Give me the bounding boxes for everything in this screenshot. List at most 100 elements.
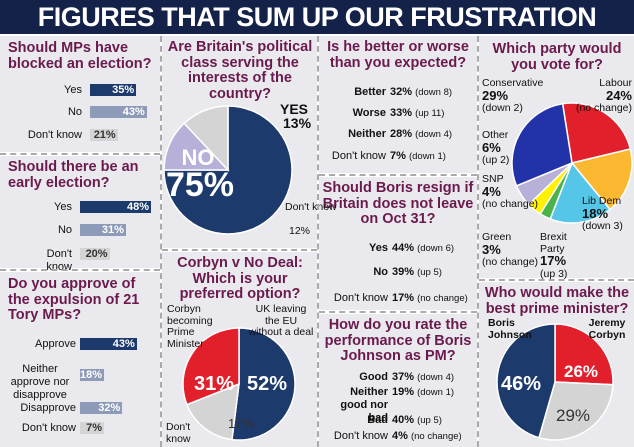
q-corbyn-title: Corbyn v No Deal: Which is your preferre… — [177, 255, 303, 302]
row-value: 40% (up 5) — [392, 414, 442, 426]
bar: 31% — [80, 224, 126, 236]
pie-slice — [538, 381, 614, 441]
bar: 18% — [80, 369, 104, 381]
party-snp-label: SNP 4% (no change) — [482, 173, 539, 210]
divider — [0, 153, 160, 155]
bar-label: No — [67, 106, 82, 118]
bar: 43% — [90, 106, 147, 118]
bar-label: Disapprove — [20, 402, 76, 414]
political-dk-label: Don't know — [285, 201, 337, 213]
row-value: 37% (down 4) — [392, 371, 455, 383]
bar: 20% — [80, 248, 110, 260]
divider — [319, 311, 477, 313]
q-early-title: Should there be an early election? — [8, 159, 139, 191]
party-other-label: Other 6% (up 2) — [482, 129, 510, 166]
pie-value-label: 75% — [166, 166, 234, 204]
pm-boris-label: Boris Johnson — [488, 317, 532, 341]
pie-slice — [549, 161, 612, 224]
pie-slice — [561, 102, 632, 164]
panel-resign — [319, 177, 477, 310]
pie-slice — [554, 323, 614, 386]
row-value: 44% (down 6) — [392, 242, 455, 254]
pm-corbyn-label: Jeremy Corbyn — [588, 317, 626, 341]
row-value: 17% (no change) — [392, 292, 468, 304]
bar-label: Yes — [64, 84, 82, 96]
row-label: Good — [359, 371, 388, 383]
row-label: Don't know — [333, 292, 388, 304]
row-label: Don't know — [333, 430, 388, 442]
row-label: Don't know — [331, 150, 386, 162]
row-value: 28% (down 4) — [390, 128, 453, 140]
bar: 7% — [80, 422, 104, 434]
political-dk-value: 12% — [289, 225, 311, 237]
row-label: Neither good nor bad — [340, 386, 388, 424]
bar-label: Neither approve nor disapprove — [10, 363, 70, 401]
divider — [317, 36, 319, 447]
q-better-title: Is he better or worse than you expected? — [327, 39, 469, 71]
pie-value-label: 46% — [501, 373, 541, 395]
pie-slice — [231, 327, 296, 441]
party-lab-label: Labour 24% (no change) — [575, 77, 632, 114]
row-value: 39% (up 5) — [392, 266, 442, 278]
row-label: No — [373, 266, 388, 278]
party-brexit-label: Brexit Party 17% (up 3) — [540, 231, 568, 280]
pie-slice — [183, 105, 229, 172]
divider — [479, 279, 634, 281]
pie-slice — [185, 382, 240, 441]
q-party-title: Which party would you vote for? — [492, 41, 622, 73]
q-performance-title: How do you rate the performance of Boris… — [324, 317, 472, 364]
divider — [0, 269, 160, 271]
row-label: Bad — [367, 414, 388, 426]
nodeal-option-label: UK leaving the EU without a deal — [248, 303, 314, 338]
bar: 43% — [80, 338, 137, 350]
bar-label: No — [57, 224, 72, 236]
bar: 48% — [80, 201, 152, 213]
row-label: Better — [354, 86, 386, 98]
pie-value-label: 26% — [564, 362, 598, 381]
row-label: Worse — [352, 107, 386, 119]
row-value: 19% (down 1) — [392, 386, 455, 398]
divider — [477, 36, 479, 447]
row-value: 4% (no change) — [392, 430, 462, 442]
political-yes-label: YES — [280, 101, 309, 117]
pie-slice — [496, 323, 556, 439]
divider — [319, 174, 477, 176]
pie-slice — [570, 148, 633, 211]
row-value: 7% (down 1) — [390, 150, 446, 162]
party-libdem-label: Lib Dem 18% (down 3) — [582, 195, 623, 232]
q-pm-title: Who would make the best prime minister? — [484, 285, 630, 317]
bar-label: Yes — [54, 201, 72, 213]
pie-value-label: 31% — [194, 373, 234, 395]
panel-expulsion — [0, 272, 160, 447]
pie-slice — [182, 327, 240, 406]
party-con-label: Conservative 29% (down 2) — [482, 77, 544, 114]
row-label: Neither — [348, 128, 386, 140]
q-expulsion-title: Do you approve of the expulsion of 21 To… — [8, 276, 140, 323]
corbyn-dk-label: Don't know — [166, 421, 191, 445]
bar: 32% — [80, 402, 123, 414]
bar: 21% — [90, 129, 118, 141]
pie-value-label: NO — [182, 145, 215, 170]
political-yes-value: 13% — [283, 115, 312, 131]
row-label: Yes — [369, 242, 388, 254]
page-title: FIGURES THAT SUM UP OUR FRUSTRATION — [0, 0, 634, 34]
panel-better — [319, 36, 477, 173]
bar-label: Don't know — [21, 422, 76, 434]
q-resign-title: Should Boris resign if Britain does not … — [322, 180, 474, 227]
bar-label: Don't know — [27, 129, 82, 141]
pie-slice — [163, 105, 293, 235]
corbyn-option-label: Corbyn becoming Prime Minister — [167, 303, 213, 350]
pie-value-label: 17% — [228, 416, 254, 431]
party-green-label: Green 3% (no change) — [482, 231, 539, 268]
divider — [160, 36, 162, 447]
bar-label: Approve — [35, 338, 76, 350]
bar: 35% — [90, 84, 137, 96]
pie-value-label: 29% — [556, 406, 590, 425]
row-value: 32% (down 8) — [390, 86, 453, 98]
panel-performance — [319, 314, 477, 447]
pie-value-label: 52% — [247, 373, 287, 395]
divider — [162, 249, 317, 251]
q-political-title: Are Britain's political class serving th… — [167, 39, 313, 102]
q-mps-title: Should MPs have blocked an election? — [8, 40, 152, 72]
